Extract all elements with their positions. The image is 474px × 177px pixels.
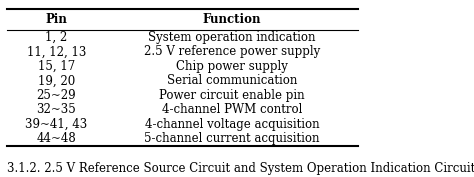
Text: 11, 12, 13: 11, 12, 13 xyxy=(27,45,86,58)
Text: System operation indication: System operation indication xyxy=(148,31,316,44)
Text: 3.1.2. 2.5 V Reference Source Circuit and System Operation Indication Circuit: 3.1.2. 2.5 V Reference Source Circuit an… xyxy=(7,162,474,175)
Text: Power circuit enable pin: Power circuit enable pin xyxy=(159,89,305,102)
Text: 2.5 V reference power supply: 2.5 V reference power supply xyxy=(144,45,320,58)
Text: Function: Function xyxy=(203,13,261,26)
Text: 4-channel voltage acquisition: 4-channel voltage acquisition xyxy=(145,118,319,131)
Text: 44~48: 44~48 xyxy=(36,132,76,145)
Text: 39~41, 43: 39~41, 43 xyxy=(25,118,88,131)
Text: Pin: Pin xyxy=(46,13,67,26)
Text: 19, 20: 19, 20 xyxy=(38,74,75,87)
Text: 1, 2: 1, 2 xyxy=(46,31,68,44)
Text: Chip power supply: Chip power supply xyxy=(176,60,288,73)
Text: 4-channel PWM control: 4-channel PWM control xyxy=(162,103,302,116)
Text: 32~35: 32~35 xyxy=(36,103,76,116)
Text: 15, 17: 15, 17 xyxy=(38,60,75,73)
Text: Serial communication: Serial communication xyxy=(167,74,297,87)
Text: 25~29: 25~29 xyxy=(36,89,76,102)
Text: 5-channel current acquisition: 5-channel current acquisition xyxy=(144,132,320,145)
